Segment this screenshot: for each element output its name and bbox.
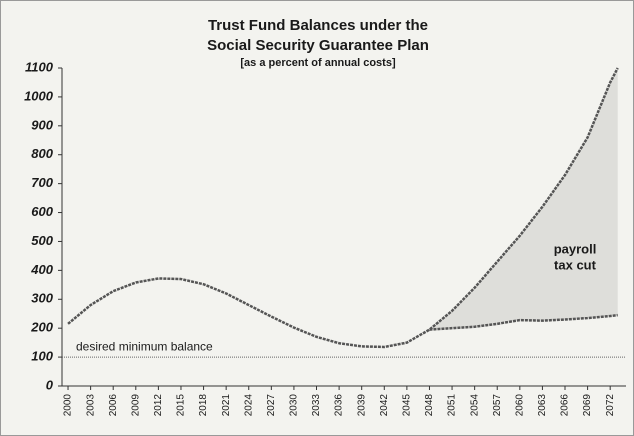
x-tick-label: 2057 — [492, 394, 503, 417]
chart-subtitle: [as a percent of annual costs] — [240, 57, 396, 69]
x-tick-label: 2003 — [85, 394, 96, 417]
x-tick-label: 2072 — [605, 394, 616, 417]
x-tick-label: 2054 — [469, 394, 480, 417]
x-tick-label: 2000 — [63, 394, 74, 417]
x-tick-label: 2009 — [130, 394, 141, 417]
y-tick-label: 100 — [31, 349, 53, 364]
x-tick-label: 2036 — [334, 394, 345, 417]
x-tick-label: 2021 — [221, 394, 232, 417]
annotation: payroll — [554, 241, 597, 256]
y-tick-label: 700 — [31, 175, 53, 190]
series-line — [67, 67, 619, 349]
y-tick-label: 1100 — [25, 59, 54, 74]
y-tick-label: 400 — [30, 262, 53, 277]
x-tick-label: 2048 — [424, 394, 435, 417]
x-tick-label: 2069 — [582, 394, 593, 417]
x-tick-label: 2012 — [153, 394, 164, 417]
chart-title: Trust Fund Balances under the — [208, 17, 428, 34]
x-tick-label: 2015 — [176, 394, 187, 417]
x-tick-label: 2027 — [266, 394, 277, 417]
x-tick-label: 2030 — [289, 394, 300, 417]
x-tick-label: 2039 — [356, 394, 367, 417]
x-tick-label: 2018 — [198, 394, 209, 417]
x-tick-label: 2033 — [311, 394, 322, 417]
x-tick-label: 2024 — [243, 394, 254, 417]
x-tick-label: 2042 — [379, 394, 390, 417]
x-tick-label: 2045 — [402, 394, 413, 417]
x-tick-label: 2060 — [514, 394, 525, 417]
annotation: tax cut — [554, 257, 597, 272]
x-tick-label: 2063 — [537, 394, 548, 417]
chart-title: Social Security Guarantee Plan — [207, 37, 429, 54]
y-tick-label: 0 — [46, 377, 54, 392]
y-tick-label: 1000 — [24, 88, 54, 103]
x-tick-label: 2006 — [108, 394, 119, 417]
y-tick-label: 600 — [31, 204, 53, 219]
y-tick-label: 900 — [31, 117, 53, 132]
y-tick-label: 800 — [31, 146, 53, 161]
x-tick-label: 2051 — [447, 394, 458, 417]
series-line — [429, 313, 618, 331]
x-tick-label: 2066 — [560, 394, 571, 417]
y-tick-label: 200 — [30, 320, 53, 335]
y-tick-label: 300 — [31, 291, 53, 306]
reference-label: desired minimum balance — [76, 339, 213, 353]
shaded-area — [429, 68, 618, 330]
y-tick-label: 500 — [31, 233, 53, 248]
